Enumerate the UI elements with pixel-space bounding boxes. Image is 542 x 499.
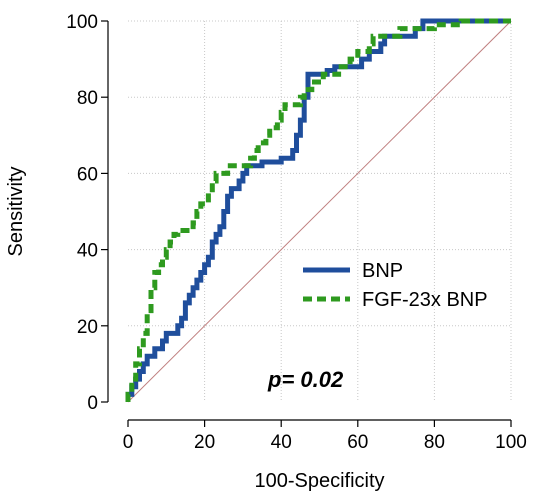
x-tick-label: 20 (194, 432, 215, 453)
x-tick-label: 60 (347, 432, 368, 453)
y-axis-title: Sensitivity (5, 166, 27, 256)
reference-diagonal-line (127, 20, 512, 403)
series-line-fgf23x-bnp (125, 18, 511, 402)
x-tick-label: 0 (123, 432, 134, 453)
axes (107, 21, 511, 421)
y-tick-label: 0 (87, 393, 98, 414)
x-tick-label: 80 (424, 432, 445, 453)
series-line-bnp (125, 18, 511, 402)
x-tick-label: 100 (495, 432, 527, 453)
legend-label-fgf23x-bnp: FGF-23x BNP (362, 289, 488, 311)
y-tick-label: 60 (77, 164, 98, 185)
series-layer (125, 18, 511, 402)
legend-label-bnp: BNP (362, 260, 403, 282)
y-tick-label: 80 (77, 88, 98, 109)
y-tick-label: 20 (77, 317, 98, 338)
ticks: 0 20 40 60 80 100 0 20 40 60 80 100 (66, 12, 527, 453)
y-tick-label: 40 (77, 241, 98, 262)
x-axis-title: 100-Specificity (254, 470, 384, 492)
y-tick-label: 100 (66, 12, 98, 33)
grid (128, 20, 512, 402)
legend: BNP FGF-23x BNP (303, 260, 488, 311)
x-tick-label: 40 (271, 432, 292, 453)
p-value-annotation: p= 0.02 (267, 367, 344, 392)
